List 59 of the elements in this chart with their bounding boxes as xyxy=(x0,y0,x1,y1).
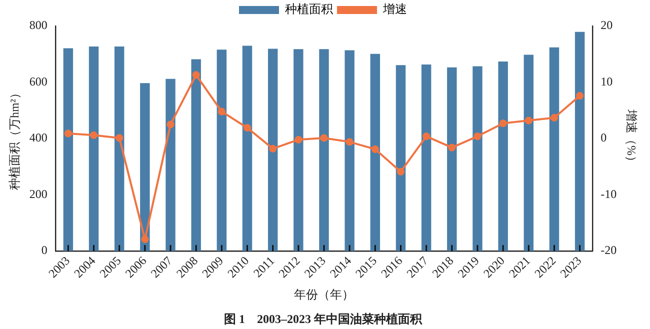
point xyxy=(116,134,124,142)
bar xyxy=(396,65,406,252)
point xyxy=(396,168,405,176)
bar xyxy=(63,48,74,252)
y2-tick-label: -20 xyxy=(600,243,617,258)
bar xyxy=(319,49,329,252)
bar xyxy=(242,46,252,252)
legend-label: 种植面积 xyxy=(285,2,333,16)
y-tick-label: 200 xyxy=(29,186,48,201)
point xyxy=(550,114,558,122)
bar xyxy=(268,48,278,252)
point xyxy=(218,108,226,116)
y2-tick-label: 10 xyxy=(600,74,613,88)
point xyxy=(320,134,328,142)
bar xyxy=(574,32,585,252)
point xyxy=(90,131,98,139)
point xyxy=(269,144,277,152)
y-tick-label: 0 xyxy=(41,243,48,258)
bar xyxy=(421,64,432,252)
bar xyxy=(549,47,560,252)
y-axis-title: 种植面积（万hm²） xyxy=(7,87,22,190)
bar xyxy=(216,50,227,252)
point xyxy=(499,120,507,128)
bar xyxy=(294,49,304,252)
y-tick-label: 800 xyxy=(29,18,48,32)
point xyxy=(64,130,72,138)
point xyxy=(448,144,456,152)
point xyxy=(294,136,302,144)
legend-label: 增速 xyxy=(382,2,407,16)
point xyxy=(422,132,430,140)
point xyxy=(524,116,532,124)
bar xyxy=(166,78,176,252)
y2-tick-label: -10 xyxy=(600,186,617,201)
point xyxy=(141,235,149,244)
bar xyxy=(344,50,354,252)
point xyxy=(474,132,482,140)
bar xyxy=(524,54,534,252)
bar xyxy=(472,66,482,252)
bar xyxy=(370,54,380,252)
x-tick-label: 2011 xyxy=(250,254,278,280)
y2-tick-label: 20 xyxy=(600,18,613,32)
y2-axis-title: 增速（%） xyxy=(624,108,639,168)
y-tick-label: 400 xyxy=(29,130,48,145)
point xyxy=(243,124,252,132)
text: 图 1 2003–2023 年中国油菜种植面积 xyxy=(224,312,423,326)
bar xyxy=(191,59,201,252)
bar xyxy=(447,67,457,252)
x-axis-title: 年份（年） xyxy=(294,288,354,302)
point xyxy=(166,120,174,128)
bar xyxy=(88,46,99,252)
point xyxy=(192,71,200,79)
point xyxy=(576,92,584,100)
y2-tick-label: 0 xyxy=(600,130,607,145)
bar xyxy=(140,83,150,252)
bar xyxy=(114,46,124,252)
point xyxy=(346,138,354,146)
bar xyxy=(498,61,508,252)
point xyxy=(371,145,379,154)
y-tick-label: 600 xyxy=(29,74,48,88)
